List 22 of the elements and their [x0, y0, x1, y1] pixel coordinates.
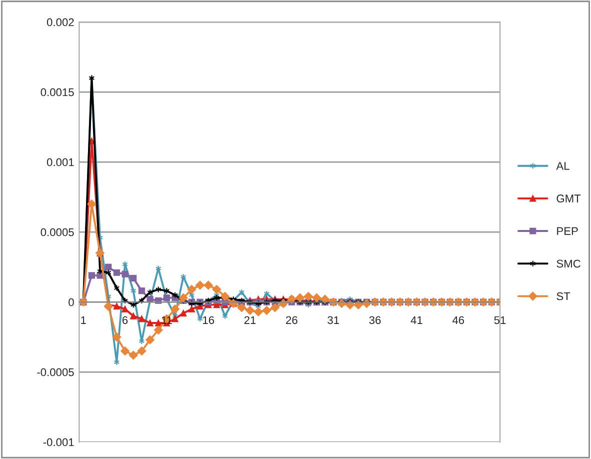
x-tick-label: 21	[244, 316, 256, 324]
legend-label: ST	[556, 292, 570, 300]
x-tick-label: 1	[81, 316, 86, 324]
legend-label: PEP	[557, 227, 578, 235]
y-tick-label: 0.0005	[40, 228, 74, 236]
y-tick-label: 0.001	[46, 158, 74, 166]
x-tick-label: 51	[494, 316, 506, 324]
x-tick-label: 31	[328, 316, 339, 324]
y-tick-label: 0.002	[46, 18, 74, 26]
x-tick-label: 46	[452, 316, 464, 324]
legend-label: AL	[556, 162, 570, 170]
y-tick-label: -0.0005	[37, 368, 74, 376]
y-tick-label: 0.0015	[40, 88, 74, 96]
x-tick-label: 16	[203, 316, 214, 324]
x-tick-label: 6	[122, 316, 128, 324]
legend-label: SMC	[556, 260, 580, 268]
x-tick-label: 36	[369, 316, 381, 324]
x-tick-label: 26	[286, 316, 298, 324]
y-tick-label: -0.001	[43, 438, 74, 446]
y-tick-label: 0	[68, 298, 74, 306]
x-tick-label: 41	[410, 316, 422, 324]
legend-label: GMT	[556, 194, 581, 202]
